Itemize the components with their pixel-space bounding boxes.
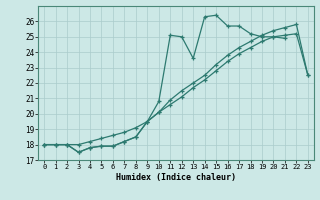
X-axis label: Humidex (Indice chaleur): Humidex (Indice chaleur) xyxy=(116,173,236,182)
